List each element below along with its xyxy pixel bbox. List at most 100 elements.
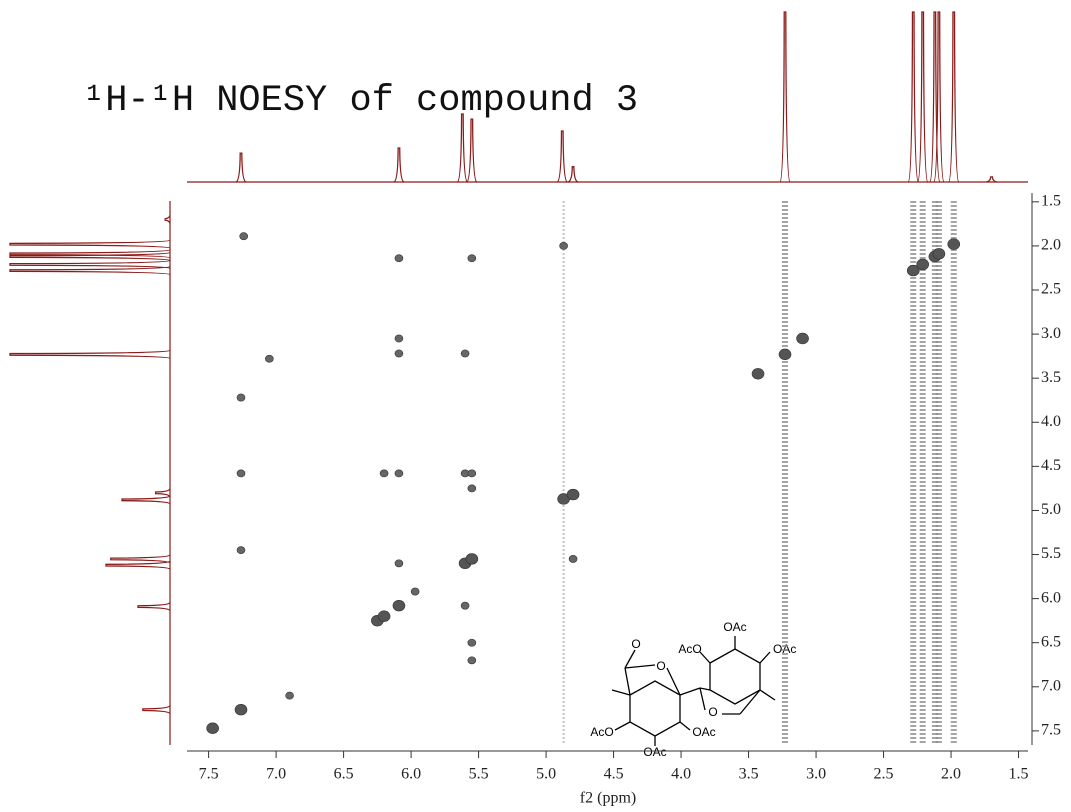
bond — [679, 721, 691, 731]
top-peak — [907, 11, 919, 183]
y-tick-label: 2.0 — [1041, 237, 1061, 254]
x-tick-label: 5.0 — [536, 766, 556, 783]
y-tick-label: 5.5 — [1041, 545, 1061, 562]
atom-label: O — [631, 637, 640, 651]
x-tick-label: 2.0 — [941, 766, 961, 783]
bond — [699, 687, 711, 691]
cross-peak — [377, 610, 391, 622]
left-peak — [9, 239, 171, 249]
top-peak — [929, 11, 941, 183]
bond — [759, 651, 771, 664]
left-peak — [164, 215, 171, 224]
top-peak — [393, 147, 405, 183]
cross-peak — [559, 242, 568, 250]
cross-peak — [206, 722, 219, 734]
y-tick-label: 7.5 — [1041, 722, 1061, 739]
ring — [709, 648, 761, 705]
x-tick-label: 7.5 — [199, 766, 219, 783]
cross-peak — [751, 368, 765, 380]
bond — [739, 689, 761, 715]
y-tick-label: 5.0 — [1041, 501, 1061, 518]
x-tick-label: 4.5 — [604, 766, 624, 783]
left-peak — [110, 554, 171, 564]
atom-label: OAc — [692, 725, 715, 739]
cross-peak — [394, 334, 404, 343]
cross-peak — [906, 264, 920, 277]
cross-peak — [916, 258, 930, 271]
top-peak — [456, 113, 468, 183]
left-peak — [9, 349, 171, 360]
bond — [624, 667, 631, 696]
x-tick-label: 3.5 — [739, 766, 759, 783]
x-tick-label: 6.0 — [401, 766, 421, 783]
cross-peak — [379, 469, 389, 478]
top-peak — [235, 152, 247, 183]
left-peak — [9, 259, 171, 270]
left-peak — [142, 705, 171, 715]
chemical-structure: OAc AcO OAc AcO OAc OAc O O O — [590, 620, 796, 759]
cross-peak — [410, 587, 420, 596]
top-peak — [779, 11, 791, 183]
cross-peak — [467, 484, 477, 493]
atom-label: AcO — [678, 642, 701, 656]
cross-peak — [460, 601, 470, 610]
y-tick-label: 6.0 — [1041, 589, 1061, 606]
y-tick-label: 3.0 — [1041, 325, 1061, 342]
atom-label: OAc — [723, 620, 746, 634]
atom-label: OAc — [643, 745, 666, 759]
cross-peak — [467, 638, 477, 647]
atom-label: O — [656, 659, 665, 673]
left-peak — [9, 265, 171, 276]
ring — [629, 680, 681, 737]
y-tick-label: 1.5 — [1041, 192, 1061, 209]
cross-peak — [394, 349, 404, 358]
x-axis-label: f2 (ppm) — [580, 790, 636, 807]
chart-title: ¹H-¹H NOESY of compound 3 — [83, 80, 638, 122]
cross-peak — [285, 691, 294, 700]
left-peak — [137, 602, 171, 612]
cross-peak — [568, 555, 578, 563]
y-tick-label: 4.5 — [1041, 457, 1061, 474]
bond — [679, 687, 701, 696]
top-peak — [917, 11, 929, 183]
cross-peak — [394, 254, 404, 263]
cross-peak — [265, 354, 274, 363]
x-tick-label: 2.5 — [874, 766, 894, 783]
top-peak — [948, 11, 960, 183]
cross-peak — [460, 349, 470, 358]
cross-peak — [392, 599, 406, 612]
cross-peak — [394, 559, 404, 568]
y-tick-label: 4.0 — [1041, 413, 1061, 430]
bond — [666, 667, 681, 696]
left-peak — [9, 249, 171, 259]
top-peak — [933, 11, 945, 183]
top-peak — [556, 130, 568, 183]
x-tick-label: 5.5 — [469, 766, 489, 783]
bond — [611, 689, 631, 696]
bond — [624, 664, 656, 669]
cross-peak — [239, 232, 248, 241]
atom-label: AcO — [590, 725, 613, 739]
top-peak — [567, 166, 579, 183]
y-tick-label: 7.0 — [1041, 677, 1061, 694]
cross-peak — [467, 254, 477, 263]
cross-peak — [467, 469, 477, 478]
x-tick-label: 4.0 — [671, 766, 691, 783]
x-tick-label: 3.0 — [806, 766, 826, 783]
y-tick-label: 6.5 — [1041, 633, 1061, 650]
cross-peak — [236, 469, 246, 478]
cross-peak — [932, 248, 946, 260]
cross-peak — [778, 348, 792, 361]
cross-peak — [236, 546, 246, 555]
atom-label: O — [708, 705, 717, 719]
y-tick-label: 2.5 — [1041, 281, 1061, 298]
cross-peak — [394, 469, 404, 478]
x-tick-label: 6.5 — [334, 766, 354, 783]
top-peak — [466, 118, 478, 183]
left-peak — [121, 495, 171, 505]
left-peak — [154, 488, 171, 498]
cross-peak — [796, 332, 809, 345]
cross-peak — [465, 553, 479, 565]
